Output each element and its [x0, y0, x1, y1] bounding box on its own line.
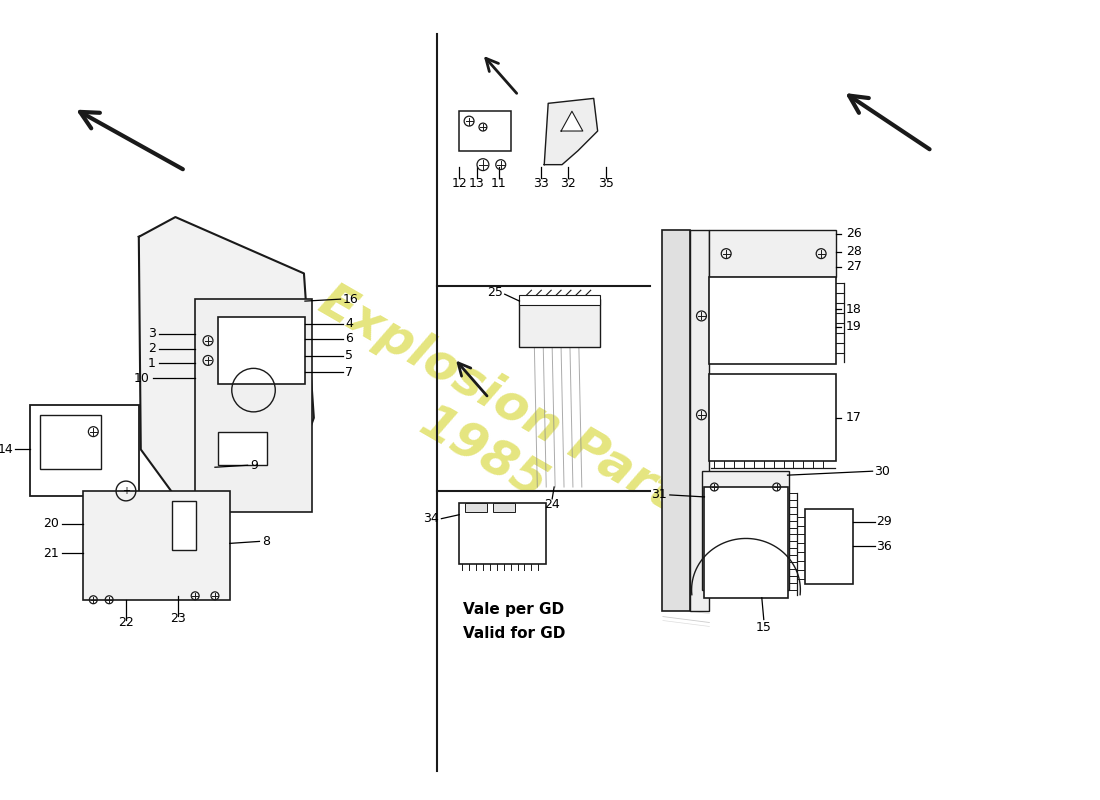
Text: 13: 13	[469, 177, 485, 190]
Text: +: +	[122, 486, 130, 496]
Text: 9: 9	[251, 458, 258, 472]
Text: 36: 36	[877, 540, 892, 553]
Text: 8: 8	[263, 535, 271, 548]
Text: 18: 18	[846, 302, 861, 315]
Bar	[805, 509, 852, 584]
Bar	[704, 487, 788, 598]
Text: 29: 29	[877, 515, 892, 528]
Bar	[662, 230, 690, 610]
Bar	[710, 278, 836, 365]
Text: 2: 2	[147, 342, 155, 355]
Text: Vale per GD: Vale per GD	[463, 602, 564, 617]
Bar	[218, 317, 305, 384]
Bar	[173, 501, 196, 550]
Text: 14: 14	[0, 443, 13, 456]
Text: 4: 4	[345, 318, 353, 330]
Text: 21: 21	[43, 546, 58, 560]
Bar	[465, 503, 487, 512]
Text: 23: 23	[170, 612, 186, 625]
Bar	[459, 503, 547, 564]
Text: 20: 20	[43, 517, 58, 530]
Text: 11: 11	[491, 177, 507, 190]
Bar	[710, 230, 836, 278]
Text: 17: 17	[846, 411, 861, 424]
Text: Valid for GD: Valid for GD	[463, 626, 565, 641]
Polygon shape	[561, 111, 583, 131]
Text: 24: 24	[544, 498, 560, 511]
Bar	[40, 415, 101, 470]
Text: 31: 31	[651, 489, 667, 502]
Bar	[518, 299, 600, 346]
Text: 5: 5	[345, 349, 353, 362]
Text: 32: 32	[560, 177, 576, 190]
Text: 25: 25	[487, 286, 503, 298]
Text: 15: 15	[756, 621, 772, 634]
Bar	[493, 503, 515, 512]
Text: 26: 26	[846, 227, 861, 240]
Text: 28: 28	[846, 245, 861, 258]
Text: 35: 35	[597, 177, 614, 190]
Text: 27: 27	[846, 260, 861, 273]
Text: Explosion Parts
1985: Explosion Parts 1985	[284, 277, 711, 583]
Text: 6: 6	[345, 332, 353, 345]
Text: 7: 7	[345, 366, 353, 379]
Polygon shape	[139, 217, 314, 509]
Bar	[84, 491, 230, 600]
Text: 12: 12	[451, 177, 468, 190]
Bar	[518, 295, 600, 305]
Text: 1: 1	[147, 357, 155, 370]
Bar	[459, 111, 510, 151]
Bar	[690, 230, 710, 610]
Bar	[710, 374, 836, 462]
Text: 16: 16	[342, 293, 359, 306]
Polygon shape	[544, 98, 597, 165]
Text: 30: 30	[874, 465, 890, 478]
Text: 3: 3	[147, 327, 155, 340]
Bar	[218, 432, 267, 466]
Text: 34: 34	[422, 512, 439, 525]
Text: 19: 19	[846, 320, 861, 334]
Text: 10: 10	[134, 372, 150, 385]
Bar	[30, 405, 139, 496]
Text: 22: 22	[118, 616, 134, 629]
Bar	[195, 299, 312, 512]
Text: 33: 33	[534, 177, 549, 190]
Bar	[703, 471, 790, 590]
